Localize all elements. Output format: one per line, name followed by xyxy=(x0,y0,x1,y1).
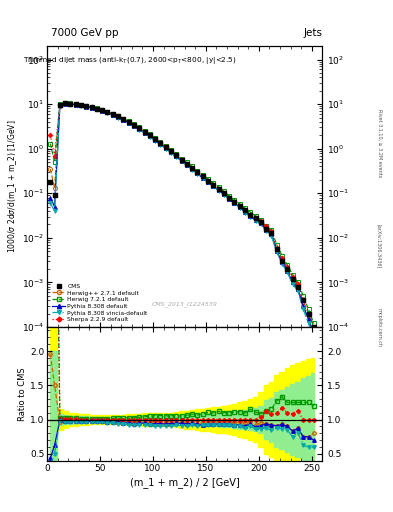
Legend: CMS, Herwig++ 2.7.1 default, Herwig 7.2.1 default, Pythia 8.308 default, Pythia : CMS, Herwig++ 2.7.1 default, Herwig 7.2.… xyxy=(50,282,150,324)
Text: Rivet 3.1.10, ≥ 3.2M events: Rivet 3.1.10, ≥ 3.2M events xyxy=(377,109,382,178)
Point xyxy=(83,102,90,110)
Point xyxy=(237,202,243,210)
Point xyxy=(268,229,275,237)
Point xyxy=(173,151,179,159)
Point xyxy=(115,112,121,120)
Point xyxy=(184,160,190,168)
Point xyxy=(215,185,222,193)
Point xyxy=(279,257,285,265)
Point xyxy=(147,131,153,139)
Point xyxy=(62,99,68,107)
X-axis label: (m_1 + m_2) / 2 [GeV]: (m_1 + m_2) / 2 [GeV] xyxy=(130,477,240,487)
Point xyxy=(131,121,137,129)
Point xyxy=(252,214,259,222)
Y-axis label: Ratio to CMS: Ratio to CMS xyxy=(18,367,27,421)
Point xyxy=(163,143,169,151)
Text: 7000 GeV pp: 7000 GeV pp xyxy=(51,28,119,38)
Point xyxy=(141,127,148,136)
Point xyxy=(125,118,132,126)
Text: [arXiv:1306.3436]: [arXiv:1306.3436] xyxy=(377,224,382,268)
Point xyxy=(305,309,312,317)
Point xyxy=(189,164,195,172)
Text: mcplots.cern.ch: mcplots.cern.ch xyxy=(377,308,382,347)
Point xyxy=(136,124,142,132)
Point xyxy=(231,198,238,206)
Point xyxy=(110,110,116,118)
Point xyxy=(247,210,253,219)
Point xyxy=(168,147,174,155)
Text: CMS_2013_I1224539: CMS_2013_I1224539 xyxy=(152,302,218,307)
Point xyxy=(200,172,206,180)
Point xyxy=(94,104,100,113)
Point xyxy=(120,115,127,123)
Point xyxy=(78,101,84,109)
Point xyxy=(226,194,232,202)
Point xyxy=(295,283,301,291)
Point xyxy=(88,103,95,111)
Point xyxy=(300,296,307,304)
Point xyxy=(178,156,185,164)
Point xyxy=(274,245,280,253)
Text: Trimmed dijet mass (anti-k$_T$(0.7), 2600<p$_T$<800, |y|<2.5): Trimmed dijet mass (anti-k$_T$(0.7), 260… xyxy=(23,54,237,66)
Point xyxy=(104,108,110,116)
Point xyxy=(47,178,53,186)
Point xyxy=(258,218,264,226)
Point xyxy=(157,139,163,147)
Point xyxy=(57,101,63,109)
Point xyxy=(284,265,290,273)
Text: Jets: Jets xyxy=(303,28,322,38)
Point xyxy=(99,106,105,114)
Point xyxy=(73,100,79,109)
Point xyxy=(205,177,211,185)
Point xyxy=(290,275,296,283)
Y-axis label: 1000/$\sigma$ 2d$\sigma$/d(m_1 + m_2) [1/GeV]: 1000/$\sigma$ 2d$\sigma$/d(m_1 + m_2) [1… xyxy=(6,120,19,253)
Point xyxy=(67,100,73,108)
Point xyxy=(194,168,200,176)
Point xyxy=(263,225,269,233)
Point xyxy=(221,189,227,197)
Point xyxy=(152,135,158,143)
Point xyxy=(51,191,58,199)
Point xyxy=(310,323,317,331)
Point xyxy=(210,181,217,189)
Point xyxy=(242,206,248,214)
